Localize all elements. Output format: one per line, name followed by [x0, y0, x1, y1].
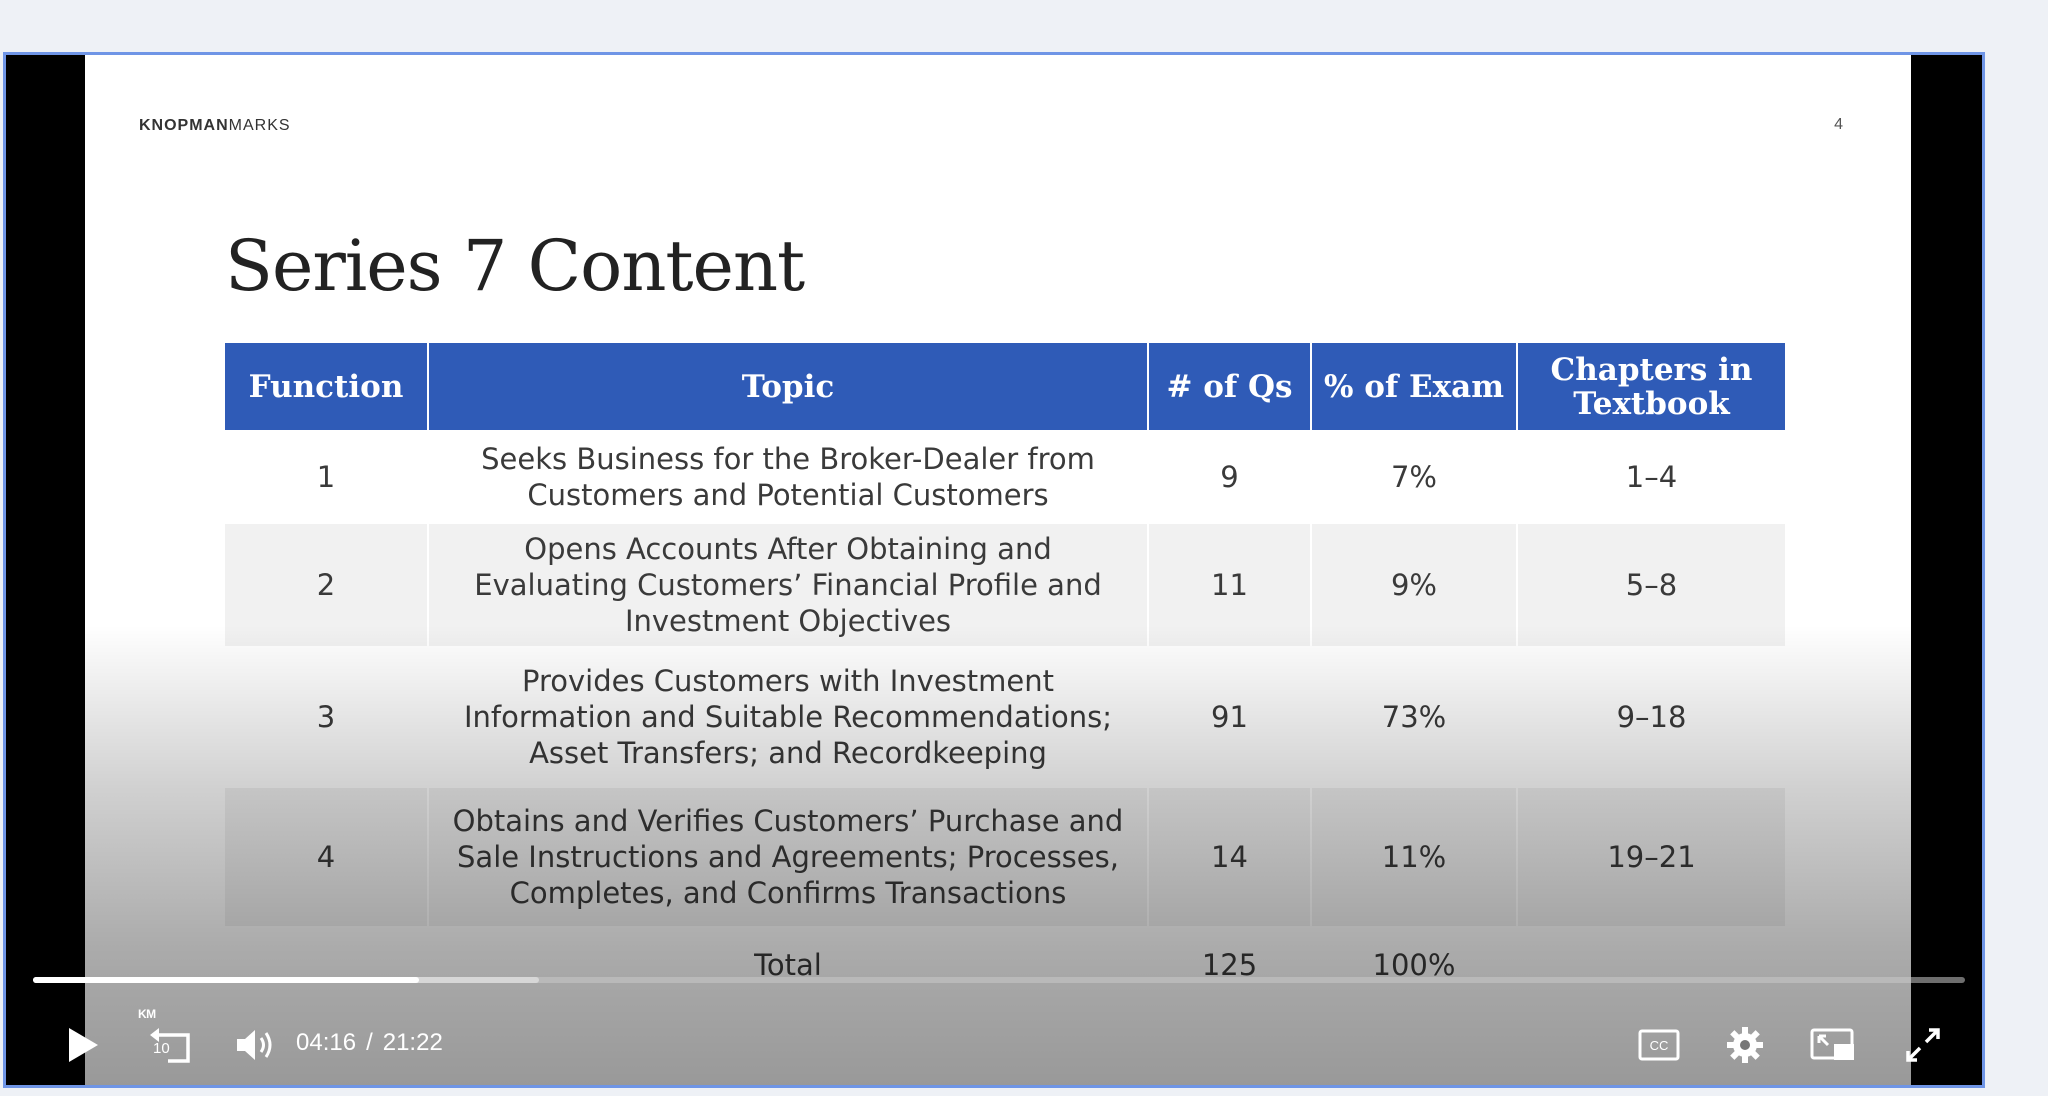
- cell-total-percent: 100%: [1311, 926, 1518, 1004]
- settings-gear-icon: [1727, 1027, 1763, 1063]
- cell-topic: Opens Accounts After Obtaining and Evalu…: [428, 524, 1149, 646]
- volume-button[interactable]: [231, 1015, 281, 1075]
- slide-title: Series 7 Content: [225, 225, 805, 307]
- table-row: 2 Opens Accounts After Obtaining and Eva…: [225, 524, 1785, 646]
- closed-captions-button[interactable]: CC: [1634, 1015, 1684, 1075]
- total-duration: 21:22: [382, 1029, 443, 1056]
- time-display: 04:16 / 21:22: [296, 1029, 443, 1057]
- cell-percent: 11%: [1311, 788, 1518, 926]
- cell-function-empty: [225, 926, 429, 1004]
- cell-total-label: Total: [428, 926, 1149, 1004]
- current-time: 04:16: [296, 1029, 357, 1056]
- picture-in-picture-icon: [1810, 1028, 1854, 1060]
- player-controls: KM 10 04:16 / 21:22 CC: [6, 1007, 1982, 1085]
- cell-chapters: 5–8: [1517, 524, 1785, 646]
- rewind-10-icon: KM 10: [138, 1007, 194, 1075]
- cell-function: 2: [225, 524, 429, 646]
- header-topic: Topic: [428, 343, 1149, 430]
- cell-num-qs: 91: [1148, 646, 1312, 788]
- cell-chapters: 1–4: [1517, 430, 1785, 524]
- fullscreen-icon: [1906, 1028, 1940, 1062]
- volume-icon: [237, 1030, 272, 1060]
- picture-in-picture-button[interactable]: [1808, 1015, 1858, 1075]
- cell-function: 4: [225, 788, 429, 926]
- rewind-10-button[interactable]: KM 10: [138, 1007, 194, 1075]
- svg-text:CC: CC: [1650, 1038, 1669, 1053]
- progress-played: [33, 977, 420, 983]
- header-percent-exam: % of Exam: [1311, 343, 1518, 430]
- video-player[interactable]: KNOPMANMARKS 4 Series 7 Content Function…: [3, 52, 1985, 1088]
- play-button[interactable]: [58, 1015, 108, 1075]
- brand-logo: KNOPMANMARKS: [139, 117, 291, 134]
- cell-chapters: 19–21: [1517, 788, 1785, 926]
- cell-topic: Obtains and Verifies Customers’ Purchase…: [428, 788, 1149, 926]
- table-row: 4 Obtains and Verifies Customers’ Purcha…: [225, 788, 1785, 926]
- settings-button[interactable]: [1720, 1015, 1770, 1075]
- play-icon: [69, 1028, 98, 1062]
- series7-content-table: Function Topic # of Qs % of Exam Chapter…: [225, 343, 1785, 1004]
- rewind-seconds-label: 10: [153, 1040, 170, 1057]
- cell-percent: 7%: [1311, 430, 1518, 524]
- table-total-row: Total 125 100%: [225, 926, 1785, 1004]
- cell-percent: 73%: [1311, 646, 1518, 788]
- cell-num-qs: 11: [1148, 524, 1312, 646]
- rewind-brand-label: KM: [138, 1007, 156, 1021]
- cell-chapters: 9–18: [1517, 646, 1785, 788]
- time-separator: /: [366, 1029, 373, 1056]
- cell-num-qs: 9: [1148, 430, 1312, 524]
- header-function: Function: [225, 343, 429, 430]
- closed-captions-icon: CC: [1638, 1029, 1680, 1061]
- header-chapters: Chapters in Textbook: [1517, 343, 1785, 430]
- table-row: 3 Provides Customers with Investment Inf…: [225, 646, 1785, 788]
- cell-total-qs: 125: [1148, 926, 1312, 1004]
- cell-percent: 9%: [1311, 524, 1518, 646]
- cell-topic: Provides Customers with Investment Infor…: [428, 646, 1149, 788]
- cell-num-qs: 14: [1148, 788, 1312, 926]
- header-num-qs: # of Qs: [1148, 343, 1312, 430]
- cell-topic: Seeks Business for the Broker-Dealer fro…: [428, 430, 1149, 524]
- presentation-slide: KNOPMANMARKS 4 Series 7 Content Function…: [85, 55, 1911, 1085]
- fullscreen-button[interactable]: [1898, 1015, 1948, 1075]
- slide-page-number: 4: [1834, 116, 1843, 133]
- progress-bar[interactable]: [33, 977, 1965, 983]
- cell-function: 3: [225, 646, 429, 788]
- table-row: 1 Seeks Business for the Broker-Dealer f…: [225, 430, 1785, 524]
- table-header-row: Function Topic # of Qs % of Exam Chapter…: [225, 343, 1785, 430]
- cell-function: 1: [225, 430, 429, 524]
- cell-chapters-empty: [1517, 926, 1785, 1004]
